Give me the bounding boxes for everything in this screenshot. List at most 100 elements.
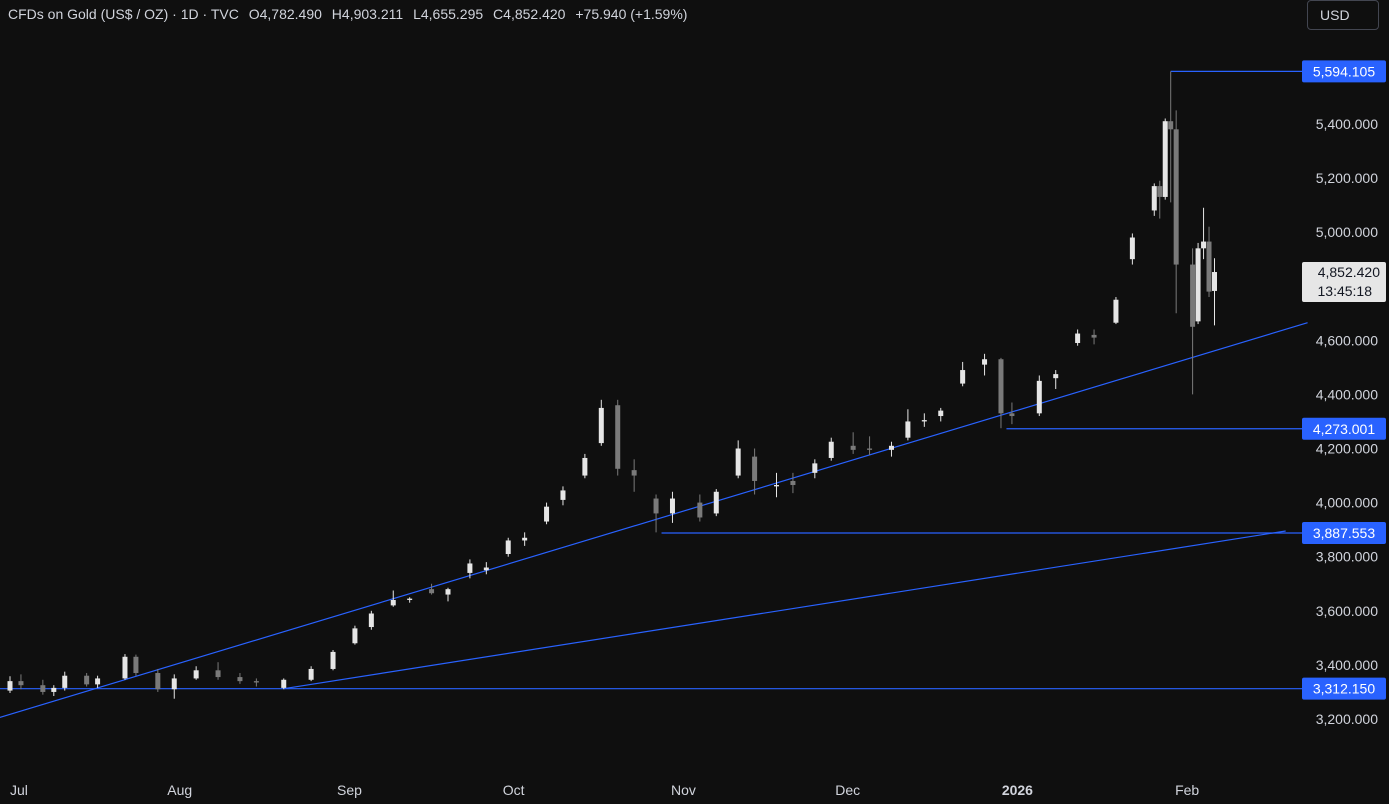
candle-body (95, 678, 101, 685)
candle-body (1173, 129, 1179, 265)
candle-body (445, 589, 451, 595)
candle-body (1151, 186, 1157, 211)
candle-body (390, 599, 396, 606)
candle-body (582, 457, 588, 476)
candle-body (18, 681, 24, 686)
header-separator: · (172, 6, 181, 22)
price-tags-layer: 5,594.105 4,273.001 3,887.553 3,312.150 4,85… (1302, 60, 1386, 700)
candle-body (1206, 241, 1212, 292)
candle-body (193, 670, 199, 679)
price-level-tag-label: 5,594.105 (1313, 63, 1375, 79)
candle-body (560, 490, 566, 500)
candle-body (850, 445, 856, 450)
price-tick-label: 4,200.000 (1316, 441, 1378, 457)
price-tick-label: 5,200.000 (1316, 170, 1378, 186)
candle-body (960, 370, 966, 384)
candle-body (615, 405, 621, 469)
symbol-name[interactable]: CFDs on Gold (US$ / OZ) (8, 6, 169, 22)
price-level-tag-label: 3,312.150 (1313, 681, 1375, 697)
candle-body (1157, 186, 1163, 197)
candle-body (1113, 299, 1119, 323)
candle-body (774, 485, 779, 487)
candle-body (281, 679, 287, 688)
time-tick-label: Jul (10, 782, 28, 798)
candle-body (631, 470, 637, 476)
currency-button[interactable]: USD (1307, 0, 1379, 30)
candle-body (483, 567, 489, 571)
candle-body (429, 589, 435, 594)
exchange-label: TVC (210, 6, 239, 22)
last-price-value: 4,852.420 (1318, 264, 1380, 280)
last-price-countdown: 13:45:18 (1318, 283, 1373, 299)
time-tick-label: Sep (337, 782, 362, 798)
candle-body (1009, 413, 1015, 417)
candle-body (998, 359, 1004, 414)
price-level-tag (1302, 677, 1386, 700)
open-label: O (248, 6, 260, 22)
candle-body (84, 675, 90, 685)
header-separator: · (202, 6, 211, 22)
candle-body (697, 502, 703, 518)
candle-body (735, 448, 741, 476)
candle-body (308, 668, 314, 680)
price-tick-label: 3,800.000 (1316, 549, 1378, 565)
interval-label[interactable]: 1D (180, 6, 199, 22)
candle-body (155, 673, 161, 690)
candle-body (1053, 374, 1059, 379)
time-tick-label: Oct (503, 782, 525, 798)
time-axis[interactable]: Jul Aug Sep Oct Nov Dec 2026 Feb (10, 782, 1199, 798)
candle-body (505, 540, 511, 554)
candle-body (253, 681, 259, 683)
last-price-tag (1302, 262, 1386, 303)
price-tick-label: 3,600.000 (1316, 603, 1378, 619)
candle-body (171, 678, 177, 690)
price-tick-label: 4,400.000 (1316, 386, 1378, 402)
time-tick-label: 2026 (1002, 782, 1033, 798)
candle-body (62, 675, 68, 688)
time-tick-label: Aug (167, 782, 192, 798)
candle-body (653, 498, 659, 514)
candle-body (905, 421, 911, 438)
candle-body (1168, 121, 1174, 130)
time-tick-label: Nov (671, 782, 696, 798)
candle-body (1190, 264, 1196, 327)
candles-layer (7, 71, 1217, 699)
price-axis[interactable]: 3,200.000 3,400.000 3,600.000 3,800.000 4,00… (1316, 116, 1378, 727)
candle-body (828, 441, 834, 458)
candle-body (237, 677, 243, 682)
candle-body (669, 498, 675, 514)
candle-body (51, 687, 57, 692)
trendline (283, 530, 1286, 690)
price-tick-label: 5,400.000 (1316, 116, 1378, 132)
price-level-tag-label: 3,887.553 (1313, 525, 1375, 541)
candle-body (1212, 272, 1217, 291)
candle-body (790, 480, 796, 486)
drawings-layer (0, 70, 1308, 718)
candle-body (982, 359, 988, 365)
close-value: 4,852.420 (503, 6, 566, 22)
candle-body (938, 410, 944, 417)
price-tick-label: 3,400.000 (1316, 657, 1378, 673)
trendline (0, 322, 1308, 718)
candle-body (352, 628, 358, 644)
price-level-tag (1302, 522, 1386, 545)
candle-body (888, 445, 894, 450)
low-label: L (413, 6, 421, 22)
candle-body (1036, 380, 1042, 414)
price-tick-label: 3,200.000 (1316, 711, 1378, 727)
candle-body (598, 407, 604, 444)
candle-body (40, 685, 46, 692)
candle-body (1091, 334, 1097, 338)
symbol-header: CFDs on Gold (US$ / OZ) · 1D · TVC O4,78… (8, 6, 687, 22)
candle-body (522, 537, 528, 541)
time-tick-label: Feb (1175, 782, 1199, 798)
close-label: C (493, 6, 504, 22)
candle-body (1162, 121, 1168, 197)
candle-body (467, 563, 473, 573)
high-value: 4,903.211 (341, 6, 404, 22)
time-tick-label: Dec (835, 782, 860, 798)
candle-body (1129, 237, 1135, 260)
candle-body (544, 506, 550, 522)
low-value: 4,655.295 (420, 6, 484, 22)
